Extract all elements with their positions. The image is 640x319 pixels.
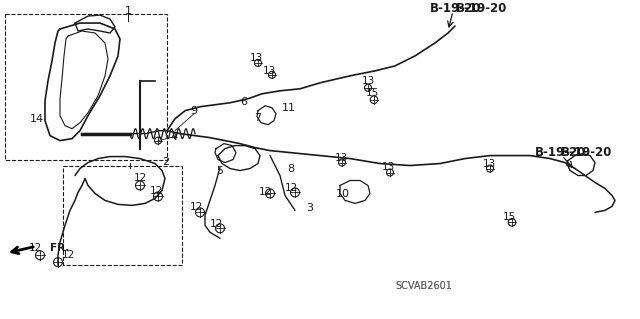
Text: 7: 7 <box>255 113 262 123</box>
Text: B-19-20: B-19-20 <box>561 146 612 159</box>
Text: 5: 5 <box>216 166 223 175</box>
Text: 12: 12 <box>28 243 42 253</box>
Text: 13: 13 <box>381 161 395 172</box>
Text: SCVAB2601: SCVAB2601 <box>396 281 452 291</box>
Text: 13: 13 <box>362 76 374 86</box>
Text: 8: 8 <box>287 164 294 174</box>
Text: 1: 1 <box>125 6 131 16</box>
Text: FR.: FR. <box>50 243 69 253</box>
Text: 14: 14 <box>30 114 44 124</box>
Text: 12: 12 <box>149 186 163 197</box>
Text: 12: 12 <box>61 250 75 260</box>
Text: 6: 6 <box>241 97 248 107</box>
Text: 12: 12 <box>209 219 223 229</box>
Bar <box>63 166 182 265</box>
Text: 13: 13 <box>262 66 276 76</box>
Text: 4: 4 <box>170 132 177 142</box>
Text: 15: 15 <box>365 88 379 98</box>
Text: B-19-20: B-19-20 <box>535 146 587 159</box>
Text: 11: 11 <box>282 103 296 113</box>
Text: B-19-20: B-19-20 <box>430 2 482 15</box>
Text: 9: 9 <box>191 106 198 116</box>
Text: 10: 10 <box>336 189 350 199</box>
Text: 13: 13 <box>483 159 495 168</box>
Text: B-19-20: B-19-20 <box>456 2 508 15</box>
Text: 3: 3 <box>307 204 314 213</box>
Text: 12: 12 <box>189 202 203 212</box>
Text: 2: 2 <box>163 157 170 167</box>
Text: 13: 13 <box>250 53 262 63</box>
Text: SCVAB2601: SCVAB2601 <box>396 281 452 291</box>
Text: 12: 12 <box>284 183 298 193</box>
Bar <box>5 14 167 160</box>
Text: 12: 12 <box>133 174 147 183</box>
Text: 15: 15 <box>502 212 516 222</box>
Text: 12: 12 <box>259 188 271 197</box>
Text: 13: 13 <box>334 152 348 163</box>
